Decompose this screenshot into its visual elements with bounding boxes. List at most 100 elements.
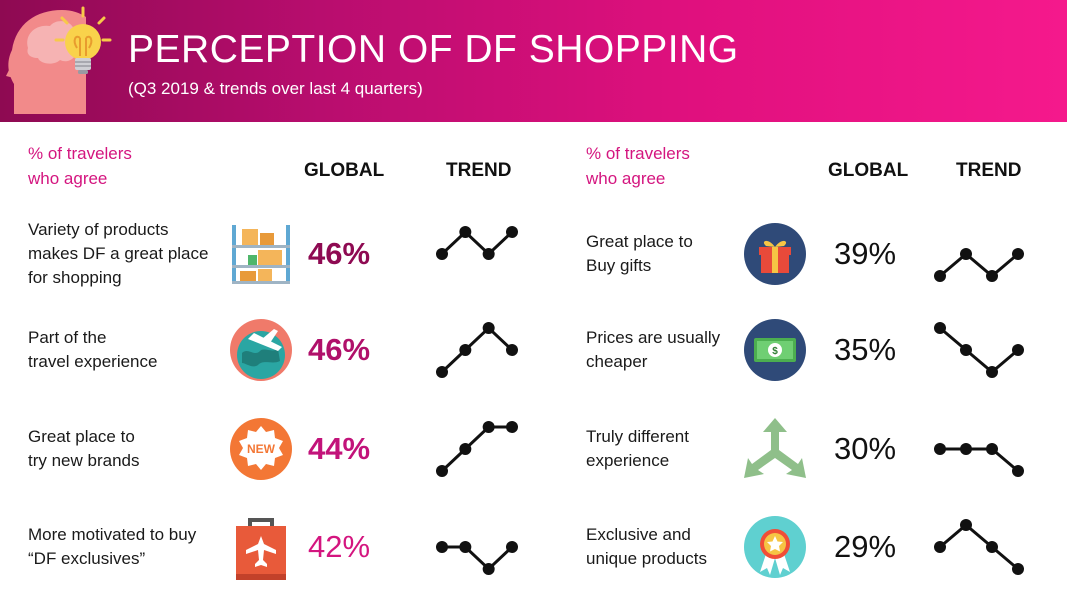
right-global-header: GLOBAL xyxy=(828,160,909,181)
statement-label-line: travel experience xyxy=(28,352,158,371)
right-column-title: % of travelers who agree xyxy=(586,141,690,191)
trend-point xyxy=(934,541,946,553)
right-column-title-line-2: who agree xyxy=(586,169,666,188)
statement-label-line: Exclusive and xyxy=(586,525,691,544)
statement-label: Variety of products makes DF a great plac… xyxy=(28,218,208,290)
trend-sparkline xyxy=(436,226,518,260)
trend-point xyxy=(934,270,946,282)
trend-sparkline xyxy=(436,322,518,378)
trend-point xyxy=(934,443,946,455)
statement-label-line: Variety of products xyxy=(28,220,169,239)
trend-point xyxy=(482,563,495,575)
global-value: 46% xyxy=(308,236,371,271)
trend-sparkline xyxy=(436,541,518,575)
trend-point xyxy=(986,443,998,455)
statement-label-line: More motivated to buy xyxy=(28,525,197,544)
statement-label-line: Great place to xyxy=(586,232,693,251)
trend-point xyxy=(459,443,472,455)
shelves-with-boxes-icon xyxy=(230,223,292,285)
head-lightbulb-icon xyxy=(6,6,112,114)
statement-label: Great place to try new brands xyxy=(28,425,140,473)
global-value: 30% xyxy=(834,431,897,466)
svg-text:NEW: NEW xyxy=(247,442,276,456)
trend-line xyxy=(440,425,512,473)
trend-point xyxy=(482,248,495,260)
trend-sparkline xyxy=(934,443,1024,477)
statement-label-line: unique products xyxy=(586,549,707,568)
trend-point xyxy=(506,344,518,356)
trend-line xyxy=(939,252,1019,278)
right-trend-header: TREND xyxy=(956,160,1022,181)
left-column-title: % of travelers who agree xyxy=(28,141,132,191)
statement-label-line: Part of the xyxy=(28,328,107,347)
shopping-bag-airplane-icon xyxy=(236,518,286,580)
left-column-title-line-1: % of travelers xyxy=(28,144,132,163)
trend-point xyxy=(436,248,448,260)
globe-airplane-icon xyxy=(230,319,292,381)
global-value: 29% xyxy=(834,529,897,564)
statement-label-line: try new brands xyxy=(28,451,140,470)
trend-point xyxy=(482,421,495,433)
statement-label-line: experience xyxy=(586,451,670,470)
statement-label-line: Great place to xyxy=(28,427,135,446)
statement-label: Truly different experience xyxy=(586,425,689,473)
statement-label-line: cheaper xyxy=(586,352,648,371)
gift-box-icon xyxy=(744,223,806,285)
trend-point xyxy=(482,322,495,334)
trend-point xyxy=(960,443,972,455)
trend-point xyxy=(506,541,518,553)
trend-line xyxy=(939,326,1019,374)
award-ribbon-icon xyxy=(744,516,806,578)
statement-label-line: “DF exclusives” xyxy=(28,549,146,568)
statement-label: Exclusive and unique products xyxy=(586,523,707,571)
statement-label: Great place to Buy gifts xyxy=(586,230,693,278)
trend-point xyxy=(506,421,518,433)
trend-point xyxy=(934,322,946,334)
page-subtitle: (Q3 2019 & trends over last 4 quarters) xyxy=(128,79,423,98)
trend-line xyxy=(440,325,514,374)
trend-point xyxy=(1012,248,1024,260)
trend-point xyxy=(436,366,448,378)
header-banner: PERCEPTION OF DF SHOPPING (Q3 2019 & tre… xyxy=(0,0,1067,122)
statement-label: Prices are usually cheaper xyxy=(586,326,720,374)
trend-point xyxy=(459,541,472,553)
trend-point xyxy=(1012,465,1024,477)
statement-label-line: makes DF a great place xyxy=(28,244,209,263)
global-value: 42% xyxy=(308,529,371,564)
banknote-icon: $ xyxy=(744,319,806,381)
diverging-arrows-icon xyxy=(744,418,806,478)
left-global-header: GLOBAL xyxy=(304,160,385,181)
trend-sparkline xyxy=(934,322,1024,378)
trend-point xyxy=(960,519,972,531)
left-trend-header: TREND xyxy=(446,160,512,181)
global-value: 39% xyxy=(834,236,897,271)
left-column-title-line-2: who agree xyxy=(28,169,108,188)
trend-sparkline xyxy=(934,248,1024,282)
trend-line xyxy=(442,545,514,572)
page-title: PERCEPTION OF DF SHOPPING xyxy=(128,28,739,71)
trend-line xyxy=(939,523,1019,571)
global-value: 44% xyxy=(308,431,371,466)
trend-point xyxy=(459,226,472,238)
trend-point xyxy=(986,541,998,553)
trend-point xyxy=(960,344,972,356)
svg-text:$: $ xyxy=(772,346,778,357)
statement-label-line: for shopping xyxy=(28,268,122,287)
statement-label: More motivated to buy “DF exclusives” xyxy=(28,523,196,571)
trend-line xyxy=(440,229,514,257)
trend-point xyxy=(506,226,518,238)
right-column-title-line-1: % of travelers xyxy=(586,144,690,163)
global-value: 46% xyxy=(308,332,371,367)
trend-point xyxy=(1012,344,1024,356)
new-badge-icon: NEW xyxy=(230,418,292,480)
trend-point xyxy=(1012,563,1024,575)
trend-point xyxy=(436,465,448,477)
trend-sparkline xyxy=(934,519,1024,575)
global-value: 35% xyxy=(834,332,897,367)
statement-label-line: Prices are usually xyxy=(586,328,721,347)
trend-point xyxy=(986,366,998,378)
trend-point xyxy=(986,270,998,282)
trend-line xyxy=(940,447,1019,473)
trend-point xyxy=(960,248,972,260)
statement-label-line: Truly different xyxy=(586,427,689,446)
